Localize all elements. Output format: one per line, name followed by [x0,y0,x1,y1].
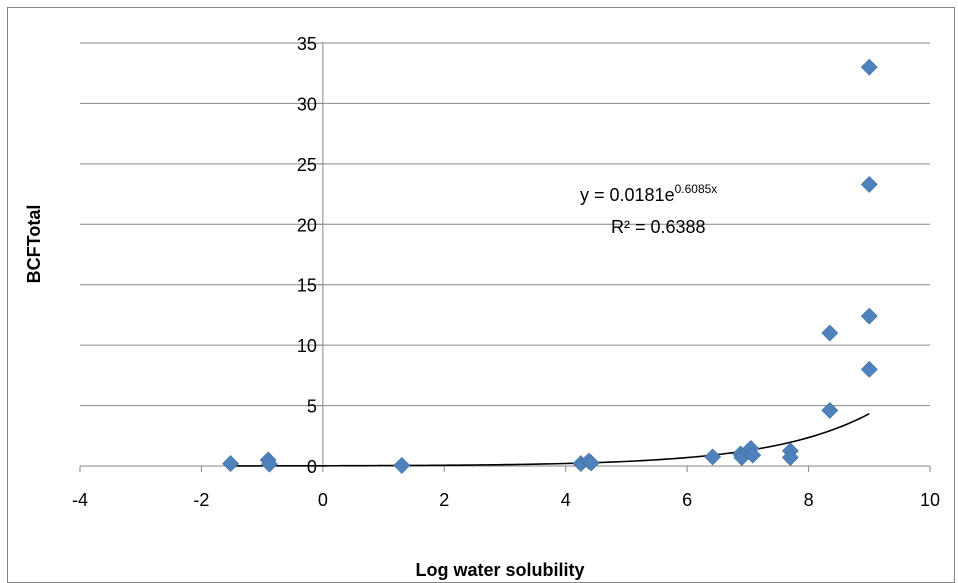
x-tick-label: 2 [439,490,449,510]
x-tick-label: 10 [920,490,940,510]
data-point [393,456,411,474]
y-axis-title: BCFTotal [24,205,44,284]
x-tick-label: 8 [804,490,814,510]
y-tick-label: 25 [297,155,317,175]
equation-prefix: y = 0.0181e [580,185,675,205]
x-tick-label: -4 [72,490,88,510]
x-tick-labels: -4 -2 0 2 4 6 8 10 [72,490,940,510]
data-point [704,448,722,466]
gridlines [80,42,930,407]
x-tick-label: -2 [193,490,209,510]
data-point [582,454,600,472]
y-tick-labels: 0 5 10 15 20 25 30 35 [297,34,317,477]
data-point [860,175,878,193]
y-tick-label: 10 [297,336,317,356]
x-tick-label: 0 [318,490,328,510]
y-tick-label: 5 [307,397,317,417]
y-tick-label: 30 [297,94,317,114]
data-point [261,455,278,473]
y-tick-label: 35 [297,34,317,54]
data-point [781,449,799,466]
data-point [860,58,878,76]
data-point [744,446,762,464]
x-axis-title: Log water solubility [415,560,584,580]
trendline-equation: y = 0.0181e0.6085x [580,182,717,205]
data-point [821,324,839,342]
y-tick-label: 15 [297,276,317,296]
y-tick-label: 20 [297,215,317,235]
axes [79,42,931,472]
r-squared-label: R² = 0.6388 [611,217,706,237]
y-tick-label: 0 [307,457,317,477]
data-point [860,360,878,378]
data-points [222,58,878,474]
x-tick-label: 6 [682,490,692,510]
data-point [222,455,239,473]
x-tick-label: 4 [561,490,571,510]
data-point [821,401,839,419]
data-point [860,307,878,325]
trendline [230,413,870,467]
equation-exponent: 0.6085x [675,182,718,196]
